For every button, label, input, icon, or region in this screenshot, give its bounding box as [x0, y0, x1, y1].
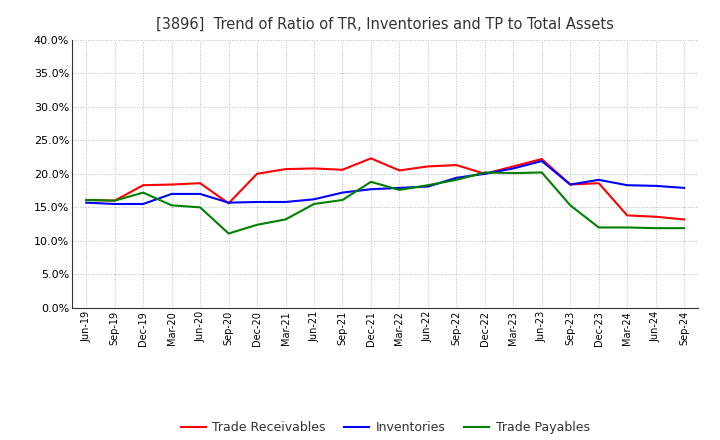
- Trade Receivables: [196, 180, 204, 186]
- Inventories: [366, 187, 375, 192]
- Inventories: [566, 182, 575, 187]
- Inventories: [282, 199, 290, 205]
- Inventories: [509, 166, 518, 171]
- Trade Payables: [282, 217, 290, 222]
- Trade Receivables: [423, 164, 432, 169]
- Trade Receivables: [452, 162, 461, 168]
- Inventories: [652, 183, 660, 188]
- Inventories: [680, 185, 688, 191]
- Trade Receivables: [82, 197, 91, 202]
- Line: Trade Receivables: Trade Receivables: [86, 158, 684, 220]
- Trade Receivables: [310, 166, 318, 171]
- Inventories: [623, 183, 631, 188]
- Trade Receivables: [338, 167, 347, 172]
- Inventories: [595, 177, 603, 183]
- Trade Payables: [652, 226, 660, 231]
- Trade Receivables: [139, 183, 148, 188]
- Trade Receivables: [282, 166, 290, 172]
- Inventories: [253, 199, 261, 205]
- Inventories: [537, 158, 546, 164]
- Inventories: [310, 197, 318, 202]
- Trade Receivables: [253, 171, 261, 176]
- Inventories: [395, 185, 404, 191]
- Trade Payables: [423, 183, 432, 188]
- Inventories: [196, 191, 204, 197]
- Inventories: [110, 202, 119, 207]
- Trade Receivables: [652, 214, 660, 220]
- Trade Payables: [566, 203, 575, 208]
- Trade Receivables: [167, 182, 176, 187]
- Trade Payables: [225, 231, 233, 236]
- Inventories: [452, 175, 461, 180]
- Trade Payables: [537, 170, 546, 175]
- Trade Payables: [623, 225, 631, 230]
- Trade Payables: [595, 225, 603, 230]
- Trade Payables: [480, 170, 489, 175]
- Trade Receivables: [537, 156, 546, 161]
- Trade Payables: [253, 222, 261, 227]
- Legend: Trade Receivables, Inventories, Trade Payables: Trade Receivables, Inventories, Trade Pa…: [176, 416, 595, 439]
- Trade Receivables: [395, 168, 404, 173]
- Line: Trade Payables: Trade Payables: [86, 172, 684, 234]
- Trade Receivables: [366, 156, 375, 161]
- Inventories: [480, 171, 489, 176]
- Trade Payables: [366, 179, 375, 184]
- Inventories: [82, 200, 91, 205]
- Trade Payables: [509, 170, 518, 176]
- Trade Receivables: [225, 201, 233, 206]
- Trade Receivables: [110, 198, 119, 203]
- Inventories: [423, 184, 432, 189]
- Trade Payables: [338, 197, 347, 202]
- Trade Receivables: [680, 217, 688, 222]
- Trade Payables: [110, 198, 119, 203]
- Trade Payables: [196, 205, 204, 210]
- Inventories: [225, 200, 233, 205]
- Trade Receivables: [509, 164, 518, 169]
- Title: [3896]  Trend of Ratio of TR, Inventories and TP to Total Assets: [3896] Trend of Ratio of TR, Inventories…: [156, 16, 614, 32]
- Trade Payables: [395, 187, 404, 193]
- Line: Inventories: Inventories: [86, 161, 684, 204]
- Trade Receivables: [623, 213, 631, 218]
- Trade Payables: [139, 190, 148, 195]
- Trade Receivables: [566, 182, 575, 187]
- Trade Receivables: [480, 171, 489, 176]
- Trade Payables: [452, 177, 461, 183]
- Trade Payables: [82, 197, 91, 202]
- Inventories: [139, 202, 148, 207]
- Trade Payables: [310, 202, 318, 207]
- Inventories: [167, 191, 176, 197]
- Trade Payables: [680, 226, 688, 231]
- Trade Payables: [167, 203, 176, 208]
- Inventories: [338, 190, 347, 195]
- Trade Receivables: [595, 180, 603, 186]
